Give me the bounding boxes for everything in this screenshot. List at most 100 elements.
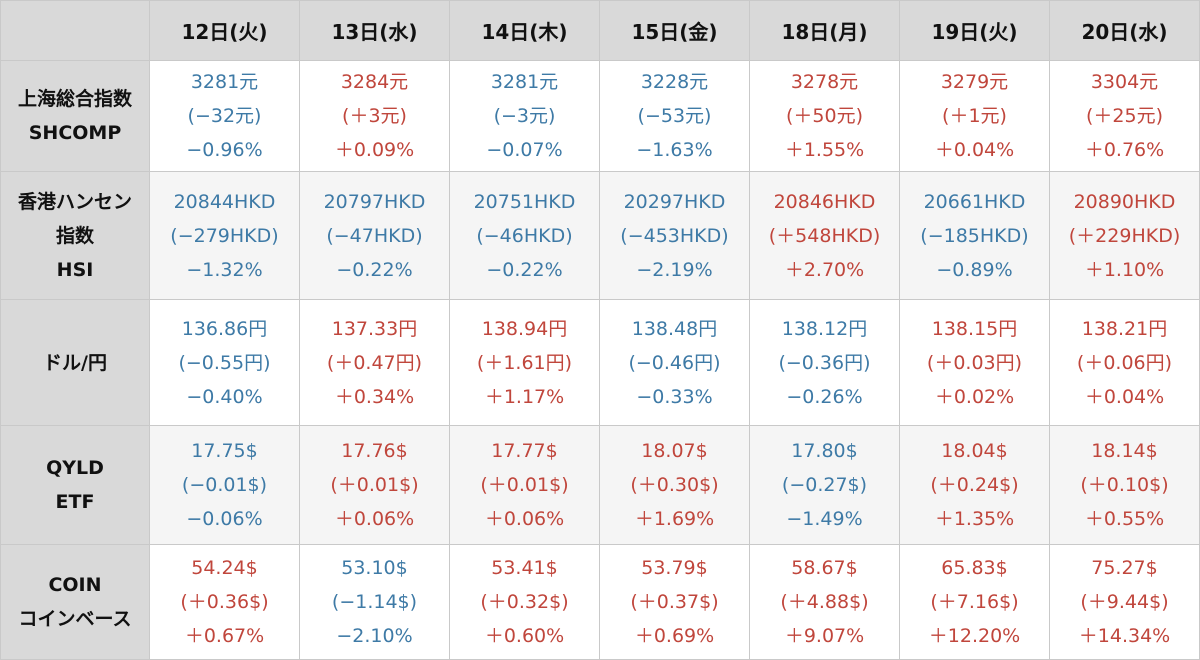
change-amount: (−0.36円) — [778, 351, 871, 374]
date-header: 15日(金) — [599, 0, 750, 61]
change-amount: (−185HKD) — [920, 224, 1029, 247]
row-label-line: 上海総合指数 — [17, 88, 132, 110]
value-cell: 54.24$ (＋0.36$) ＋0.67% — [149, 544, 300, 660]
change-amount: (＋3元) — [342, 105, 407, 127]
row-qyld: QYLD ETF 17.75$ (−0.01$) −0.06% 17.76$ (＋0.01$… — [0, 425, 1200, 545]
change-amount: (＋0.10$) — [1080, 474, 1169, 496]
change-percent: −0.89% — [936, 258, 1013, 281]
row-label-line: COIN — [48, 574, 102, 596]
date-header: 14日(木) — [449, 0, 600, 61]
price-value: 3279元 — [940, 71, 1009, 93]
change-amount: (−3元) — [493, 105, 556, 127]
value-cell: 138.12円 (−0.36円) −0.26% — [749, 299, 900, 426]
change-amount: (＋1元) — [942, 105, 1007, 127]
change-percent: −0.33% — [636, 385, 713, 408]
change-percent: ＋0.67% — [184, 625, 265, 647]
value-cell: 58.67$ (＋4.88$) ＋9.07% — [749, 544, 900, 660]
value-cell: 20890HKD (＋229HKD) ＋1.10% — [1049, 171, 1200, 300]
change-percent: ＋0.02% — [934, 385, 1015, 408]
price-value: 137.33円 — [331, 317, 418, 340]
value-cell: 17.76$ (＋0.01$) ＋0.06% — [299, 425, 450, 545]
change-percent: ＋12.20% — [928, 625, 1021, 647]
row-label-line: ETF — [55, 491, 95, 513]
value-cell: 75.27$ (＋9.44$) ＋14.34% — [1049, 544, 1200, 660]
price-value: 17.77$ — [491, 440, 558, 462]
value-cell: 3304元 (＋25元) ＋0.76% — [1049, 60, 1200, 172]
header-row: 12日(火) 13日(水) 14日(木) 15日(金) 18日(月) 19日(火… — [0, 0, 1200, 61]
row-label-line: QYLD — [46, 457, 104, 479]
change-percent: ＋2.70% — [784, 258, 865, 281]
value-cell: 20844HKD (−279HKD) −1.32% — [149, 171, 300, 300]
value-cell: 53.10$ (−1.14$) −2.10% — [299, 544, 450, 660]
change-amount: (−46HKD) — [476, 224, 573, 247]
value-cell: 65.83$ (＋7.16$) ＋12.20% — [899, 544, 1050, 660]
price-value: 138.94円 — [481, 317, 568, 340]
value-cell: 138.21円 (＋0.06円) ＋0.04% — [1049, 299, 1200, 426]
change-percent: −0.22% — [486, 258, 563, 281]
value-cell: 138.48円 (−0.46円) −0.33% — [599, 299, 750, 426]
change-percent: ＋9.07% — [784, 625, 865, 647]
change-amount: (＋0.01$) — [330, 474, 419, 496]
change-percent: −0.07% — [486, 139, 563, 161]
value-cell: 20751HKD (−46HKD) −0.22% — [449, 171, 600, 300]
change-amount: (＋0.06円) — [1076, 351, 1173, 374]
change-percent: ＋1.17% — [484, 385, 565, 408]
value-cell: 17.80$ (−0.27$) −1.49% — [749, 425, 900, 545]
value-cell: 3228元 (−53元) −1.63% — [599, 60, 750, 172]
change-amount: (＋229HKD) — [1068, 224, 1181, 247]
row-label-line: ドル/円 — [43, 351, 107, 374]
value-cell: 18.14$ (＋0.10$) ＋0.55% — [1049, 425, 1200, 545]
value-cell: 53.79$ (＋0.37$) ＋0.69% — [599, 544, 750, 660]
change-percent: ＋0.55% — [1084, 508, 1165, 530]
price-value: 138.48円 — [631, 317, 718, 340]
row-usdjpy: ドル/円 136.86円 (−0.55円) −0.40% 137.33円 (＋0.47円)… — [0, 299, 1200, 426]
row-label-line: コインベース — [18, 608, 132, 630]
change-amount: (−32元) — [187, 105, 262, 127]
change-amount: (＋0.47円) — [326, 351, 423, 374]
change-amount: (−279HKD) — [170, 224, 279, 247]
change-amount: (＋548HKD) — [768, 224, 881, 247]
change-amount: (−0.01$) — [181, 474, 268, 496]
row-coin: COIN コインベース 54.24$ (＋0.36$) ＋0.67% 53.10$ (−1.… — [0, 544, 1200, 660]
date-header: 18日(月) — [749, 0, 900, 61]
change-percent: ＋0.04% — [1084, 385, 1165, 408]
change-percent: ＋1.10% — [1084, 258, 1165, 281]
value-cell: 20797HKD (−47HKD) −0.22% — [299, 171, 450, 300]
change-amount: (−0.55円) — [178, 351, 271, 374]
price-value: 20844HKD — [173, 190, 276, 213]
row-label-line: HSI — [56, 258, 94, 281]
price-value: 3278元 — [790, 71, 859, 93]
change-percent: −0.26% — [786, 385, 863, 408]
value-cell: 3281元 (−32元) −0.96% — [149, 60, 300, 172]
change-percent: −1.63% — [636, 139, 713, 161]
price-value: 20846HKD — [773, 190, 876, 213]
row-label: 香港ハンセン 指数 HSI — [0, 171, 150, 300]
change-amount: (＋25元) — [1085, 105, 1163, 127]
change-percent: ＋1.55% — [784, 139, 865, 161]
value-cell: 3284元 (＋3元) ＋0.09% — [299, 60, 450, 172]
change-percent: −2.19% — [636, 258, 713, 281]
value-cell: 17.77$ (＋0.01$) ＋0.06% — [449, 425, 600, 545]
price-value: 138.15円 — [931, 317, 1018, 340]
change-percent: ＋1.35% — [934, 508, 1015, 530]
price-value: 20890HKD — [1073, 190, 1176, 213]
price-value: 53.79$ — [641, 557, 708, 579]
change-percent: ＋1.69% — [634, 508, 715, 530]
price-value: 17.76$ — [341, 440, 408, 462]
price-value: 3281元 — [490, 71, 559, 93]
change-amount: (＋0.36$) — [180, 591, 269, 613]
price-value: 20751HKD — [473, 190, 576, 213]
price-value: 53.41$ — [491, 557, 558, 579]
change-percent: −1.32% — [186, 258, 263, 281]
value-cell: 3278元 (＋50元) ＋1.55% — [749, 60, 900, 172]
change-amount: (＋50元) — [785, 105, 863, 127]
price-value: 3304元 — [1090, 71, 1159, 93]
price-value: 138.21円 — [1081, 317, 1168, 340]
value-cell: 3279元 (＋1元) ＋0.04% — [899, 60, 1050, 172]
price-value: 58.67$ — [791, 557, 858, 579]
value-cell: 3281元 (−3元) −0.07% — [449, 60, 600, 172]
value-cell: 20846HKD (＋548HKD) ＋2.70% — [749, 171, 900, 300]
change-amount: (＋0.24$) — [930, 474, 1019, 496]
price-value: 20661HKD — [923, 190, 1026, 213]
change-amount: (＋1.61円) — [476, 351, 573, 374]
